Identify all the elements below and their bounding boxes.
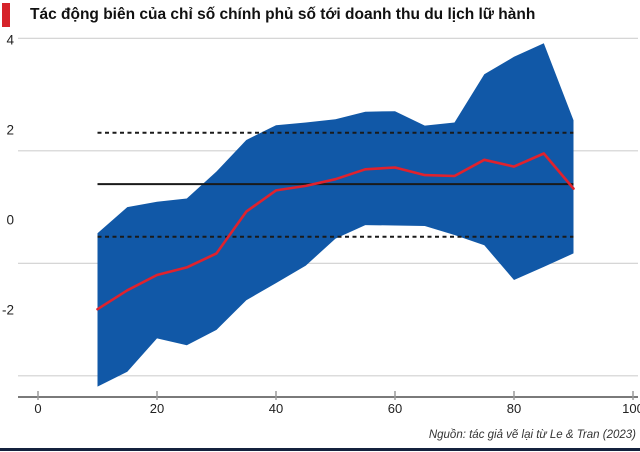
x-tick-label: 100 [622, 401, 640, 416]
source-note: Nguồn: tác giả vẽ lại từ Le & Tran (2023… [428, 429, 636, 441]
y-tick-label: 2 [6, 122, 14, 137]
confidence-band [97, 43, 574, 387]
x-tick-label: 20 [150, 401, 164, 416]
title-accent-bar [2, 3, 10, 27]
x-tick-label: 0 [34, 401, 41, 416]
bottom-rule [0, 448, 640, 451]
marginal-effect-line [96, 152, 575, 311]
y-tick-label: 4 [6, 32, 14, 47]
x-tick-label: 60 [388, 401, 402, 416]
page-title: Tác động biên của chỉ số chính phủ số tớ… [30, 6, 536, 23]
y-tick-label: 0 [6, 212, 14, 227]
y-tick-label: -2 [2, 302, 14, 317]
x-tick-label: 80 [507, 401, 521, 416]
x-tick-label: 40 [269, 401, 283, 416]
